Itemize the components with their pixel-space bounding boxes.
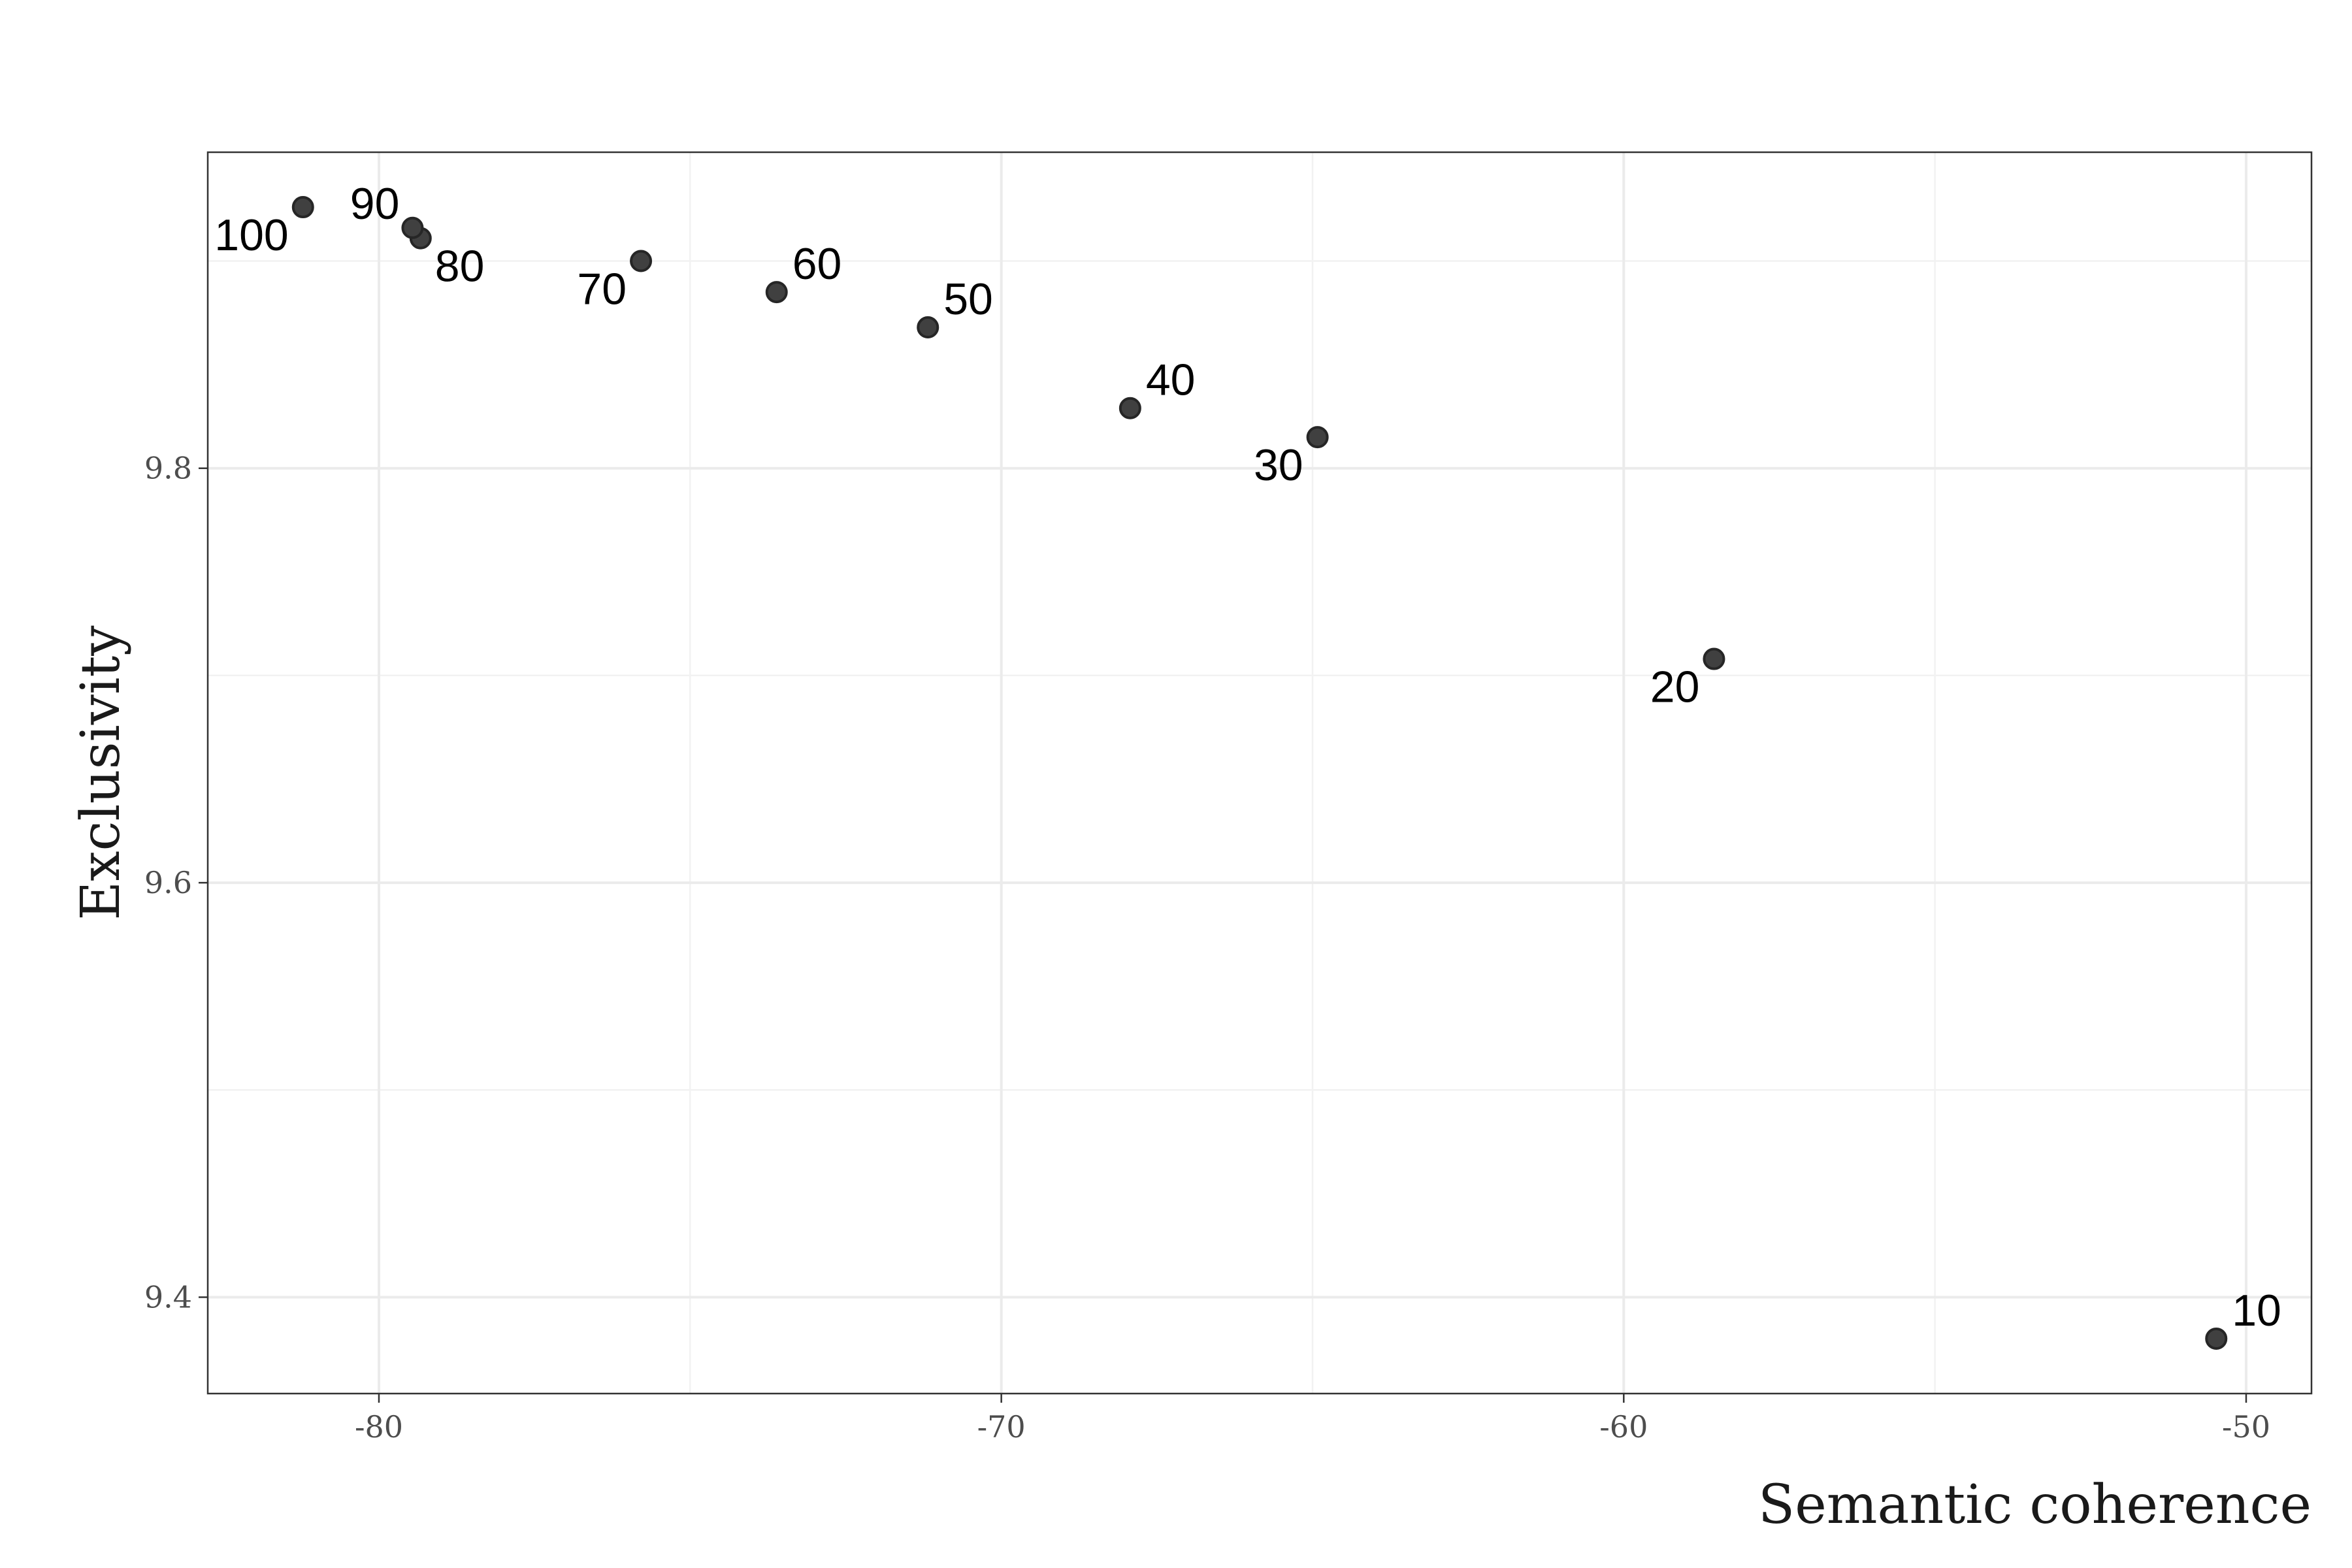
data-point — [401, 216, 424, 239]
point-label: 30 — [1254, 440, 1303, 490]
point-label: 50 — [943, 274, 993, 324]
x-tick-label: -80 — [355, 1409, 403, 1445]
data-points — [291, 196, 2228, 1350]
x-tick-label: -50 — [2222, 1409, 2270, 1445]
point-label: 40 — [1146, 355, 1196, 405]
data-point — [765, 281, 788, 304]
y-tick-label: 9.4 — [144, 1280, 192, 1315]
y-axis: 9.4 9.6 9.8 — [144, 451, 208, 1315]
y-tick-label: 9.6 — [144, 865, 192, 900]
point-label: 60 — [792, 239, 842, 289]
point-label: 20 — [1650, 662, 1700, 712]
x-tick-label: -60 — [1599, 1409, 1648, 1445]
data-point — [1703, 647, 1725, 670]
data-point — [1306, 426, 1329, 449]
panel-border — [206, 151, 2313, 1395]
point-label: 70 — [577, 265, 627, 314]
data-point — [630, 250, 653, 272]
x-axis: -80 -70 -60 -50 — [355, 1394, 2270, 1445]
x-tick-label: -70 — [977, 1409, 1026, 1445]
data-point — [1119, 397, 1141, 419]
point-label: 90 — [350, 179, 400, 229]
point-labels: 10 20 30 40 50 60 70 80 90 100 — [214, 179, 2281, 1335]
grid — [208, 152, 2311, 1394]
point-label: 100 — [214, 210, 288, 260]
x-axis-title: Semantic coherence — [1758, 1474, 2311, 1536]
data-point — [291, 196, 314, 219]
y-axis-title: Exclusivity — [70, 625, 132, 921]
y-tick-label: 9.8 — [144, 451, 192, 486]
data-point — [917, 316, 939, 339]
data-point — [2205, 1327, 2228, 1350]
point-label: 80 — [435, 242, 485, 291]
point-label: 10 — [2232, 1286, 2281, 1335]
